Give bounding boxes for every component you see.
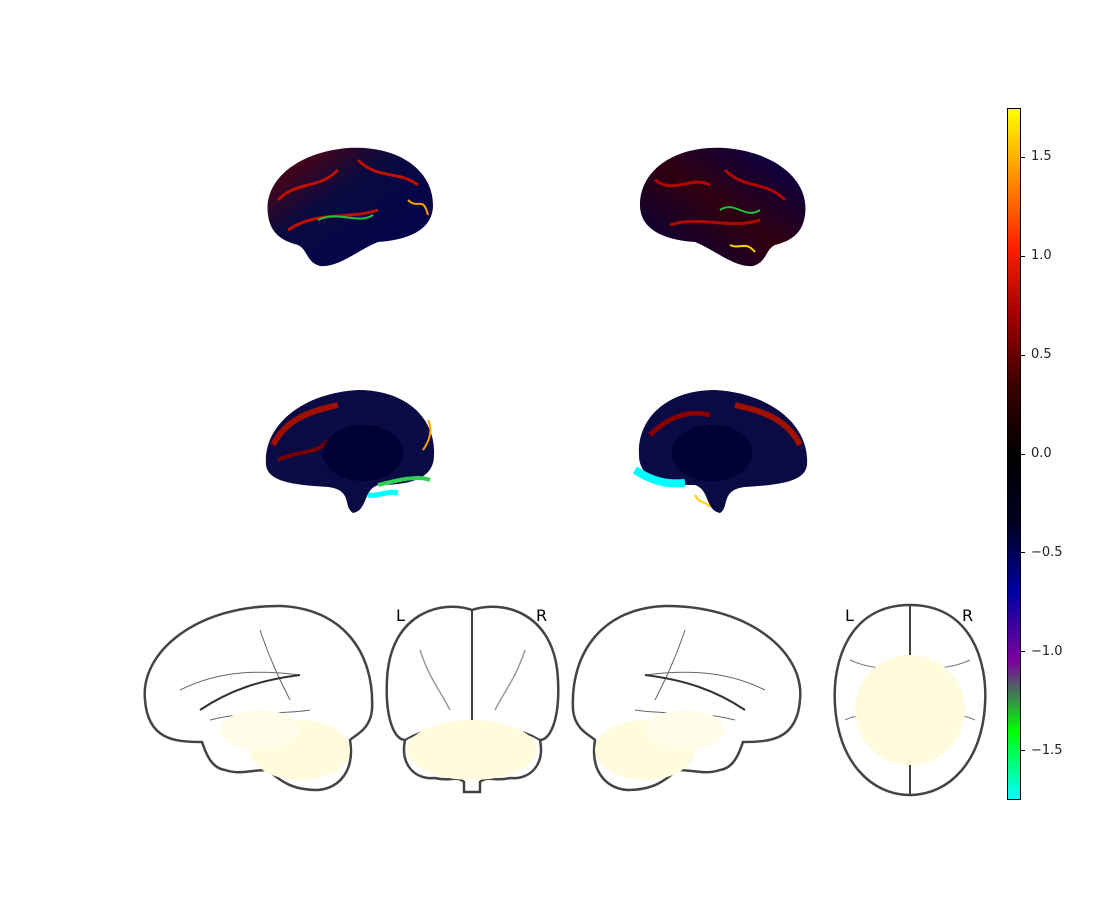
axial-left-label: L (845, 606, 854, 625)
colorbar-tick-label: −1.5 (1031, 742, 1063, 758)
glass-brain-coronal (380, 600, 565, 804)
colorbar-tick-mark (1021, 453, 1025, 455)
surface-right-medial (630, 385, 815, 524)
colorbar-tick-mark (1021, 354, 1025, 356)
colorbar-tick-label: 1.5 (1031, 149, 1052, 165)
colorbar-tick-mark (1021, 552, 1025, 554)
glass-brain-axial (830, 600, 990, 804)
colorbar (1007, 108, 1021, 800)
colorbar-tick-label: 0.5 (1031, 347, 1052, 363)
colorbar-tick-mark (1021, 651, 1025, 653)
colorbar-tick-mark (1021, 750, 1025, 752)
colorbar-tick-label: −0.5 (1031, 544, 1063, 560)
colorbar-tick-mark (1021, 255, 1025, 257)
axial-right-label: R (962, 606, 974, 625)
glass-brain-sagittal-right (565, 600, 805, 804)
colorbar-tick-label: 0.0 (1031, 446, 1052, 461)
surface-left-lateral (258, 140, 443, 279)
surface-right-lateral (630, 140, 815, 279)
colorbar-tick-mark (1021, 156, 1025, 158)
coronal-left-label: L (396, 606, 405, 625)
colorbar-tick-label: −1.0 (1031, 643, 1063, 659)
glass-brain-sagittal-left (140, 600, 380, 804)
coronal-right-label: R (536, 606, 548, 625)
surface-left-medial (258, 385, 443, 524)
colorbar-tick-label: 1.0 (1031, 248, 1052, 264)
